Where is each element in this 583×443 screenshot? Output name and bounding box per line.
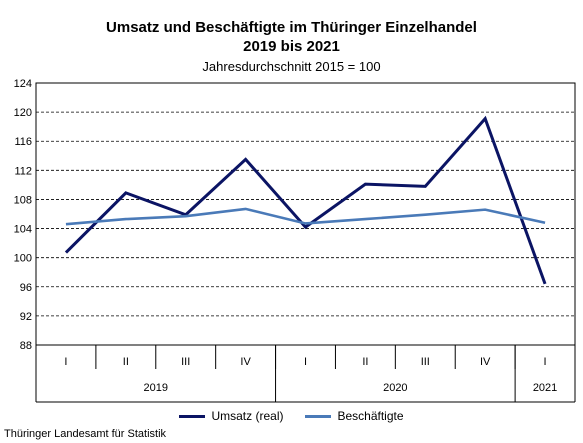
x-tick-label: II bbox=[362, 356, 368, 368]
x-tick-label: III bbox=[421, 356, 430, 368]
legend-item-beschaeftigte: Beschäftigte bbox=[305, 409, 404, 423]
year-label: 2019 bbox=[144, 382, 168, 394]
x-tick-label: III bbox=[181, 356, 190, 368]
y-tick-label: 112 bbox=[14, 165, 32, 177]
chart-subtitle: Jahresdurchschnitt 2015 = 100 bbox=[202, 59, 381, 74]
series-line-beschaeftigte bbox=[65, 207, 546, 226]
x-tick-label: IV bbox=[240, 356, 251, 368]
chart-title: Umsatz und Beschäftigte im Thüringer Ein… bbox=[0, 18, 583, 56]
x-tick-label: I bbox=[64, 356, 67, 368]
x-tick-label: II bbox=[123, 356, 129, 368]
source-note: Thüringer Landesamt für Statistik bbox=[4, 428, 167, 440]
x-tick-label: IV bbox=[480, 356, 491, 368]
chart-title-line1: Umsatz und Beschäftigte im Thüringer Ein… bbox=[106, 19, 477, 36]
year-label: 2020 bbox=[383, 382, 407, 394]
legend: Umsatz (real) Beschäftigte bbox=[0, 409, 583, 423]
legend-swatch-beschaeftigte bbox=[305, 414, 332, 418]
y-tick-label: 96 bbox=[20, 282, 32, 294]
legend-item-umsatz: Umsatz (real) bbox=[179, 409, 283, 423]
legend-label-umsatz: Umsatz (real) bbox=[211, 409, 284, 423]
x-tick-label: I bbox=[304, 356, 307, 368]
year-label: 2021 bbox=[533, 382, 557, 394]
series-line-umsatz bbox=[64, 115, 547, 285]
y-tick-label: 120 bbox=[14, 107, 32, 119]
chart-title-line2: 2019 bis 2021 bbox=[243, 38, 340, 55]
y-tick-label: 108 bbox=[14, 194, 32, 206]
y-tick-label: 116 bbox=[14, 136, 32, 148]
y-tick-label: 124 bbox=[14, 78, 32, 90]
y-tick-label: 104 bbox=[14, 224, 32, 236]
y-tick-label: 92 bbox=[20, 311, 32, 323]
y-tick-label: 100 bbox=[14, 253, 32, 265]
x-tick-label: I bbox=[544, 356, 547, 368]
y-tick-label: 88 bbox=[20, 340, 32, 352]
legend-swatch-umsatz bbox=[179, 414, 206, 418]
legend-label-beschaeftigte: Beschäftigte bbox=[337, 409, 404, 423]
plot-area-border bbox=[35, 82, 576, 346]
